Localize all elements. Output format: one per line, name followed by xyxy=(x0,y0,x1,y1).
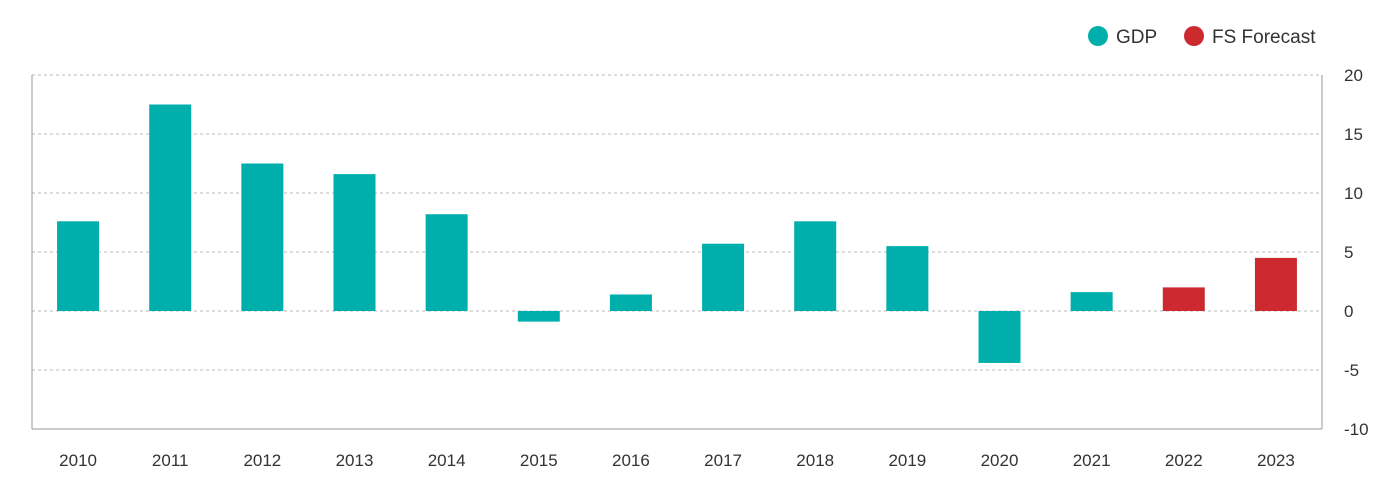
y-tick-label: 5 xyxy=(1344,243,1353,262)
y-tick-label: 0 xyxy=(1344,302,1353,321)
legend: GDP FS Forecast xyxy=(1088,26,1316,48)
y-tick-label: 10 xyxy=(1344,184,1363,203)
y-tick-label: -5 xyxy=(1344,361,1359,380)
bar-2019 xyxy=(886,246,929,311)
x-tick-label: 2023 xyxy=(1257,451,1295,470)
bar-2014 xyxy=(425,214,468,311)
bar-2021 xyxy=(1070,292,1113,311)
bar-2018 xyxy=(794,221,837,311)
bar-2016 xyxy=(609,294,652,311)
y-tick-label: 15 xyxy=(1344,125,1363,144)
x-tick-label: 2019 xyxy=(888,451,926,470)
x-tick-label: 2014 xyxy=(428,451,466,470)
x-tick-label: 2010 xyxy=(59,451,97,470)
x-tick-label: 2021 xyxy=(1073,451,1111,470)
x-tick-label: 2020 xyxy=(981,451,1019,470)
bar-2011 xyxy=(149,104,192,311)
legend-gdp-label: GDP xyxy=(1116,27,1157,48)
bar-2023 xyxy=(1254,257,1297,311)
gridlines xyxy=(32,74,1322,371)
bar-2017 xyxy=(702,243,745,311)
x-tick-label: 2013 xyxy=(336,451,374,470)
x-tick-label: 2011 xyxy=(152,451,189,470)
bar-2015 xyxy=(517,311,560,322)
bars xyxy=(57,104,1297,363)
legend-gdp-swatch xyxy=(1088,26,1108,46)
x-tick-label: 2017 xyxy=(704,451,742,470)
bar-2022 xyxy=(1162,287,1205,311)
axes xyxy=(31,75,1323,430)
x-tick-label: 2022 xyxy=(1165,451,1203,470)
x-axis-tick-labels: 2010 2011 2012 2013 2014 2015 2016 2017 2018 2019… xyxy=(59,451,1295,470)
y-tick-label: 20 xyxy=(1344,66,1363,85)
bar-2012 xyxy=(241,163,284,311)
bar-2020 xyxy=(978,311,1021,363)
x-tick-label: 2016 xyxy=(612,451,650,470)
bar-2013 xyxy=(333,174,376,311)
y-axis-tick-labels: 20 15 10 5 0 -5 -10 xyxy=(1344,66,1369,439)
legend-forecast-swatch xyxy=(1184,26,1204,46)
x-tick-label: 2012 xyxy=(243,451,281,470)
y-tick-label: -10 xyxy=(1344,420,1369,439)
legend-forecast-label: FS Forecast xyxy=(1212,27,1316,48)
x-tick-label: 2015 xyxy=(520,451,558,470)
bar-2010 xyxy=(57,221,100,311)
x-tick-label: 2018 xyxy=(796,451,834,470)
